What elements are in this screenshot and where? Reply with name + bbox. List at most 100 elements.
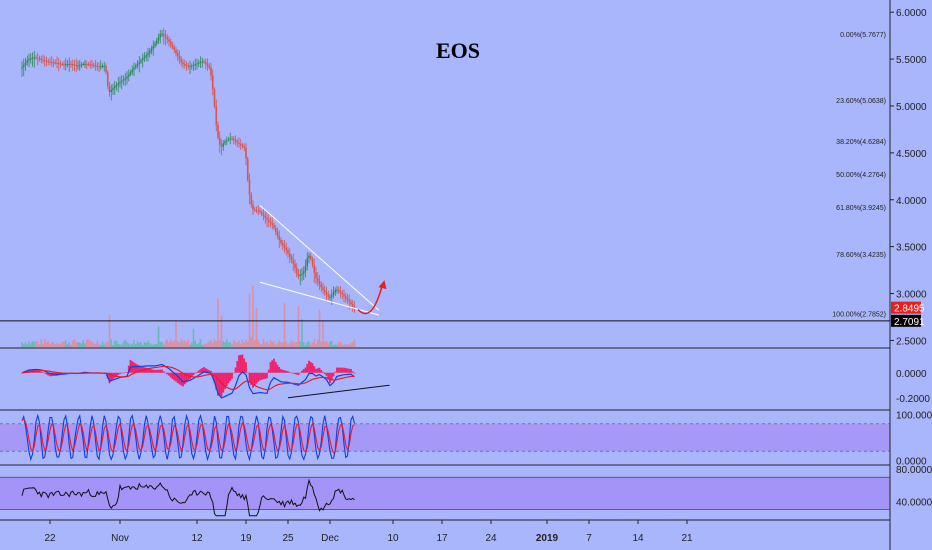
candle-body (176, 53, 179, 57)
candle-body (38, 58, 41, 60)
stochastic-tick-label: 0.0000 (896, 456, 927, 467)
candle-body (206, 63, 209, 66)
volume-bar (57, 344, 60, 347)
volume-bar (341, 344, 344, 347)
candle-body (183, 64, 186, 66)
volume-bar (197, 343, 200, 347)
volume-bar (91, 341, 93, 347)
volume-bar (222, 341, 225, 347)
candle-body (138, 61, 141, 64)
candle-body (78, 64, 81, 66)
macd-histogram-bar (255, 372, 258, 384)
candle-body (283, 245, 286, 248)
volume-bar (126, 341, 128, 347)
candle-body (113, 86, 116, 89)
macd-tick-label: -0.2000 (896, 394, 930, 405)
macd-histogram-bar (334, 371, 337, 373)
fibonacci-label: 0.00%(5.7677) (840, 32, 886, 39)
candle-body (91, 64, 93, 66)
macd-histogram-bar (308, 360, 310, 373)
volume-bar (306, 342, 309, 347)
volume-bar (99, 345, 102, 347)
volume-bar (229, 342, 232, 347)
candle-body (157, 37, 160, 41)
candle-body (42, 59, 44, 61)
candle-body (334, 290, 337, 293)
volume-bar (77, 342, 79, 347)
candle-body (297, 273, 300, 277)
macd-histogram-bar (145, 367, 148, 373)
candle-body (238, 142, 240, 145)
macd-histogram-bar (302, 369, 305, 373)
stochastic-indicator (0, 413, 890, 462)
volume-bar (113, 340, 116, 347)
macd-histogram-bar (106, 372, 109, 379)
volume-bar (68, 342, 71, 347)
volume-bar (327, 343, 330, 347)
volume-bar (271, 341, 274, 347)
macd-signal-line (21, 365, 355, 391)
macd-histogram-bar (168, 372, 170, 376)
volume-bar (337, 341, 340, 347)
volume-bar (73, 339, 76, 347)
volume-bar (105, 342, 107, 347)
volume-bar (302, 341, 305, 347)
candle-body (232, 138, 235, 140)
volume-bar (292, 341, 295, 347)
macd-histogram-bar (306, 363, 309, 373)
volume-bar (190, 342, 193, 347)
macd-histogram-bar (47, 372, 50, 376)
candle-body (211, 75, 214, 90)
volume-bar (82, 340, 85, 347)
candle-body (246, 158, 249, 180)
macd-histogram-bar (180, 372, 183, 386)
volume-bar (201, 344, 204, 347)
macd-histogram-bar (215, 372, 218, 390)
volume-bar (59, 343, 62, 347)
candle-body (215, 105, 218, 125)
macd-histogram-bar (344, 368, 347, 373)
volume-bar (334, 344, 337, 347)
macd-histogram-bar (138, 365, 141, 373)
volume-bars (21, 285, 356, 347)
volume-bar (348, 344, 351, 347)
volume-bar (346, 344, 349, 347)
macd-histogram-bar (327, 372, 330, 380)
candle-body (189, 66, 191, 68)
macd-histogram-bar (241, 354, 244, 373)
volume-bar (266, 341, 268, 347)
macd-histogram-bar (166, 372, 169, 375)
volume-bar (231, 344, 233, 347)
volume-bar (122, 341, 125, 347)
volume-bar (70, 344, 72, 347)
volume-bar (87, 339, 90, 347)
price-tick-label: 5.0000 (896, 102, 927, 113)
macd-histogram-bar (203, 367, 205, 373)
macd-histogram-bar (276, 364, 279, 373)
candle-body (259, 210, 261, 212)
candle-body (112, 88, 114, 91)
rsi-band (0, 477, 890, 510)
volume-bar (255, 308, 258, 347)
candle-body (98, 66, 100, 68)
volume-bar (329, 341, 331, 347)
candle-body (231, 138, 233, 140)
macd-histogram-bar (173, 372, 176, 381)
candle-body (22, 64, 25, 68)
price-tick-label: 3.5000 (896, 243, 927, 254)
candle-body (332, 292, 335, 295)
candle-body (129, 71, 132, 75)
volume-bar (232, 339, 235, 347)
macd-histogram-bar (346, 368, 349, 373)
volume-bar (138, 342, 141, 347)
macd-histogram-bar (171, 372, 174, 379)
candle-body (159, 34, 162, 38)
volume-bar (101, 341, 104, 347)
fibonacci-label: 61.80%(3.9245) (836, 205, 886, 212)
volume-bar (241, 339, 244, 347)
volume-bar (110, 339, 113, 347)
macd-histogram-bar (341, 367, 344, 373)
volume-bar (238, 340, 240, 347)
candle-body (325, 292, 328, 295)
volume-bar (217, 298, 219, 347)
